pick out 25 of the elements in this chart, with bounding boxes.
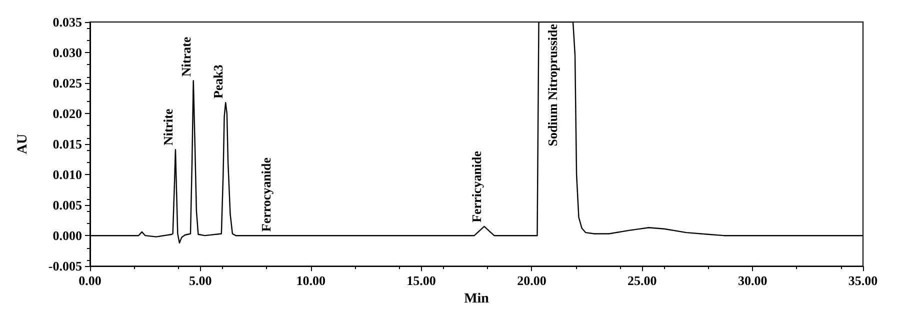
y-tick-label: 0.015 — [52, 136, 82, 152]
x-tick-label: 25.00 — [628, 273, 657, 288]
y-tick-label: -0.005 — [48, 258, 82, 274]
x-tick-label: 35.00 — [848, 273, 878, 288]
y-tick-label: 0.010 — [52, 167, 82, 182]
y-tick-label: 0.030 — [52, 45, 82, 60]
x-tick-label: 10.00 — [296, 273, 326, 288]
x-tick-label: 15.00 — [406, 273, 436, 288]
y-tick-label: 0.000 — [52, 228, 82, 244]
y-tick-label: 0.035 — [52, 14, 82, 30]
y-tick-label: 0.020 — [52, 106, 82, 122]
y-axis-title: AU — [16, 134, 30, 154]
y-tick-label: 0.025 — [52, 76, 82, 91]
annotation: Nitrate — [178, 36, 194, 77]
annotation: Ferricyanide — [469, 150, 484, 222]
y-tick-label: 0.005 — [52, 198, 82, 213]
annotation: Nitrite — [160, 108, 176, 146]
annotation: Peak3 — [210, 64, 226, 99]
x-tick-label: 5.00 — [189, 273, 212, 288]
x-tick-label: 30.00 — [738, 273, 768, 288]
x-tick-label: 0.00 — [78, 273, 102, 288]
annotation: Ferrocyanide — [258, 157, 274, 232]
annotation: Sodium Nitroprusside — [544, 24, 560, 146]
x-axis-title: Min — [464, 292, 490, 306]
x-tick-label: 20.00 — [517, 273, 546, 288]
